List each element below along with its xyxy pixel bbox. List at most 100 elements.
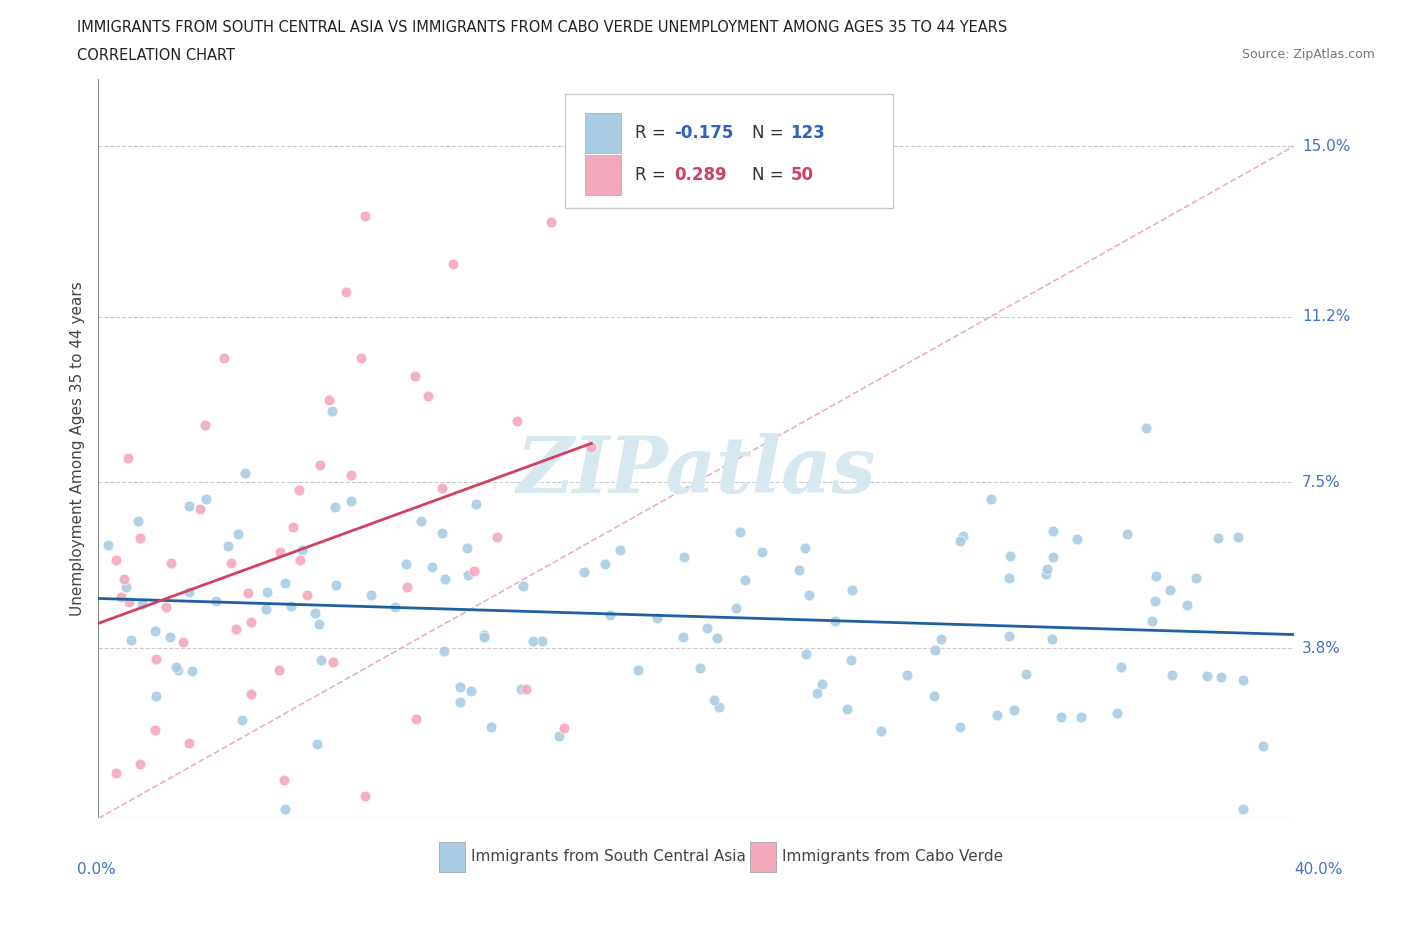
Point (117, 451, 139, 466)
Point (472, 630, 495, 644)
Point (806, 685, 828, 700)
Text: -0.175: -0.175 (675, 124, 734, 142)
Text: 0.0%: 0.0% (77, 862, 117, 877)
Point (457, 567, 479, 582)
Point (485, 529, 508, 544)
Point (609, 543, 631, 558)
Point (1143, 593, 1166, 608)
Point (553, 721, 575, 736)
Point (839, 653, 862, 668)
Text: 15.0%: 15.0% (1302, 139, 1350, 153)
Point (689, 660, 711, 675)
Point (172, 634, 194, 649)
Point (177, 498, 200, 513)
Point (787, 563, 810, 578)
Point (335, 285, 357, 299)
Point (254, 602, 277, 617)
Point (725, 601, 748, 616)
Point (1185, 570, 1208, 585)
Point (159, 556, 181, 571)
Point (274, 802, 297, 817)
Point (599, 608, 621, 623)
Point (309, 652, 332, 667)
Point (627, 663, 650, 678)
Point (340, 494, 363, 509)
Point (980, 491, 1002, 506)
Point (1160, 668, 1182, 683)
Y-axis label: Unemployment Among Ages 35 to 44 years: Unemployment Among Ages 35 to 44 years (70, 282, 86, 616)
Point (432, 525, 454, 540)
Point (295, 588, 318, 603)
Point (531, 633, 554, 648)
Point (281, 520, 304, 535)
Point (236, 586, 259, 601)
Point (233, 466, 256, 481)
Point (1000, 549, 1022, 564)
Point (924, 643, 946, 658)
Point (1040, 631, 1063, 646)
Point (129, 531, 152, 546)
Point (291, 542, 314, 557)
Point (131, 596, 153, 611)
Point (1208, 530, 1230, 545)
Point (1015, 666, 1038, 681)
Point (114, 579, 136, 594)
Point (1050, 710, 1073, 724)
Point (1042, 549, 1064, 564)
Point (986, 708, 1008, 723)
Point (1002, 702, 1025, 717)
Point (217, 538, 239, 553)
Point (105, 765, 128, 780)
Point (1036, 562, 1059, 577)
Point (395, 556, 418, 571)
Point (794, 647, 817, 662)
Point (540, 215, 562, 230)
Point (949, 534, 972, 549)
Point (177, 736, 200, 751)
Point (188, 502, 211, 517)
Point (409, 513, 432, 528)
Point (433, 644, 456, 658)
Point (155, 599, 177, 614)
Point (1159, 582, 1181, 597)
Point (127, 514, 149, 529)
Point (734, 572, 756, 587)
Point (449, 680, 471, 695)
Point (703, 693, 725, 708)
Point (194, 418, 217, 432)
FancyBboxPatch shape (439, 842, 465, 871)
Point (321, 403, 343, 418)
Point (460, 684, 482, 698)
FancyBboxPatch shape (749, 842, 776, 871)
Point (449, 695, 471, 710)
Point (225, 621, 247, 636)
Point (952, 529, 974, 544)
Point (167, 662, 190, 677)
Point (672, 630, 695, 644)
Point (273, 773, 295, 788)
Point (1227, 530, 1250, 545)
Point (998, 629, 1021, 644)
Text: N =: N = (752, 166, 789, 184)
Text: 123: 123 (790, 124, 825, 142)
Text: Source: ZipAtlas.com: Source: ZipAtlas.com (1241, 48, 1375, 61)
Point (269, 544, 291, 559)
FancyBboxPatch shape (585, 154, 620, 195)
Point (512, 578, 534, 593)
Point (1209, 670, 1232, 684)
Point (179, 585, 201, 600)
Point (219, 556, 242, 571)
Text: 50: 50 (790, 166, 814, 184)
Text: Immigrants from South Central Asia: Immigrants from South Central Asia (471, 849, 747, 864)
Point (548, 728, 571, 743)
Point (728, 525, 751, 539)
Point (432, 481, 454, 496)
Point (929, 632, 952, 647)
Point (97, 538, 120, 552)
Text: 3.8%: 3.8% (1302, 641, 1341, 656)
Text: N =: N = (752, 124, 789, 142)
Point (112, 572, 135, 587)
Point (922, 688, 945, 703)
Point (420, 560, 443, 575)
Point (1197, 669, 1219, 684)
